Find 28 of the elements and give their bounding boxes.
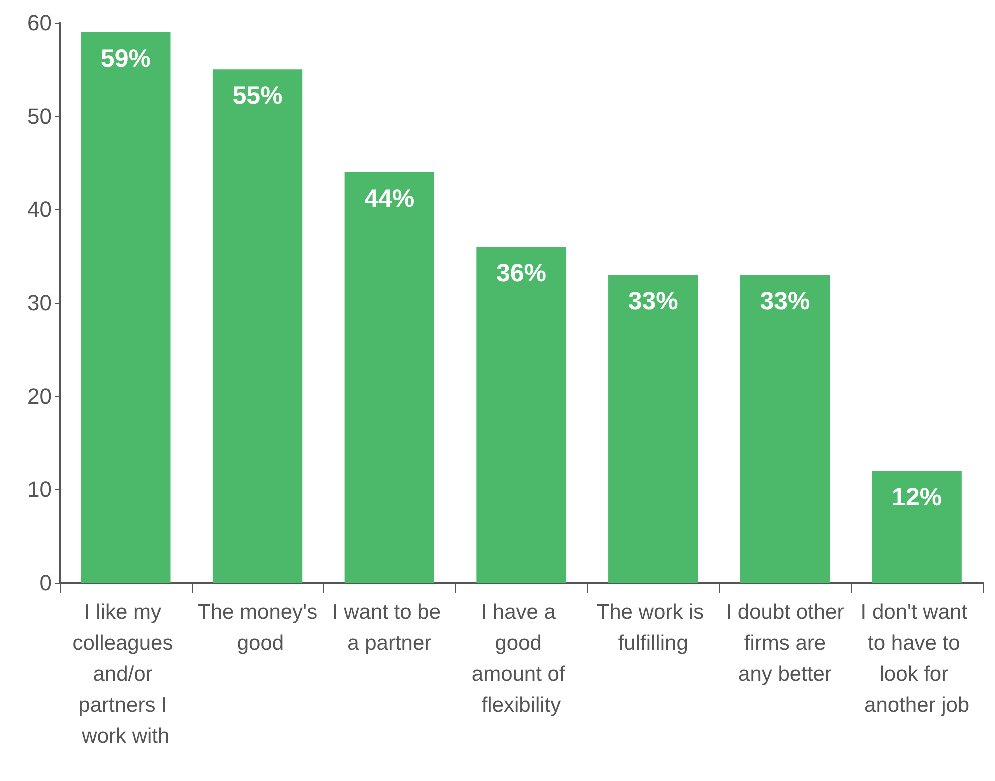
x-tick-label: I want to be a partner: [332, 601, 447, 655]
bar: [476, 247, 566, 583]
data-label: 59%: [100, 44, 151, 73]
bar: [212, 70, 303, 583]
y-tick-label: 10: [28, 477, 52, 502]
x-tick-label: I have a good amount of flexibility: [472, 601, 572, 717]
y-tick-label: 60: [28, 10, 52, 36]
x-tick-label: I don't want to have to look for another job: [860, 601, 974, 717]
data-label: 12%: [892, 484, 942, 512]
data-label: 44%: [364, 184, 415, 213]
data-label: 33%: [760, 288, 810, 316]
x-tick-label: I doubt other firms are any better: [726, 601, 844, 686]
y-tick-label: 30: [28, 290, 52, 316]
y-tick-label: 20: [28, 384, 52, 409]
x-tick-label: I like my colleagues and/or partners I work with: [72, 601, 180, 748]
y-tick-label: 50: [28, 104, 52, 129]
bar: [740, 275, 830, 583]
x-tick-label: The money's good: [198, 601, 318, 655]
bar: [872, 471, 962, 583]
bar: [81, 32, 171, 583]
y-tick-label: 40: [28, 197, 52, 222]
bar: [608, 275, 698, 583]
y-tick-label: 0: [40, 570, 52, 596]
bar: [344, 172, 434, 583]
data-label: 33%: [628, 288, 678, 316]
data-label: 55%: [232, 82, 283, 110]
x-tick-label: The work is fulfilling: [596, 601, 710, 655]
data-label: 36%: [496, 260, 547, 288]
